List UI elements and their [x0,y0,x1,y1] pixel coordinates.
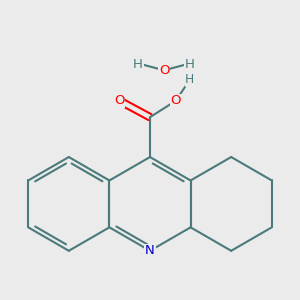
Text: O: O [114,94,125,107]
Text: O: O [159,64,169,77]
Text: O: O [170,94,181,107]
Text: N: N [145,244,155,257]
Text: H: H [185,73,194,86]
Text: H: H [185,58,195,71]
Text: H: H [133,58,143,71]
